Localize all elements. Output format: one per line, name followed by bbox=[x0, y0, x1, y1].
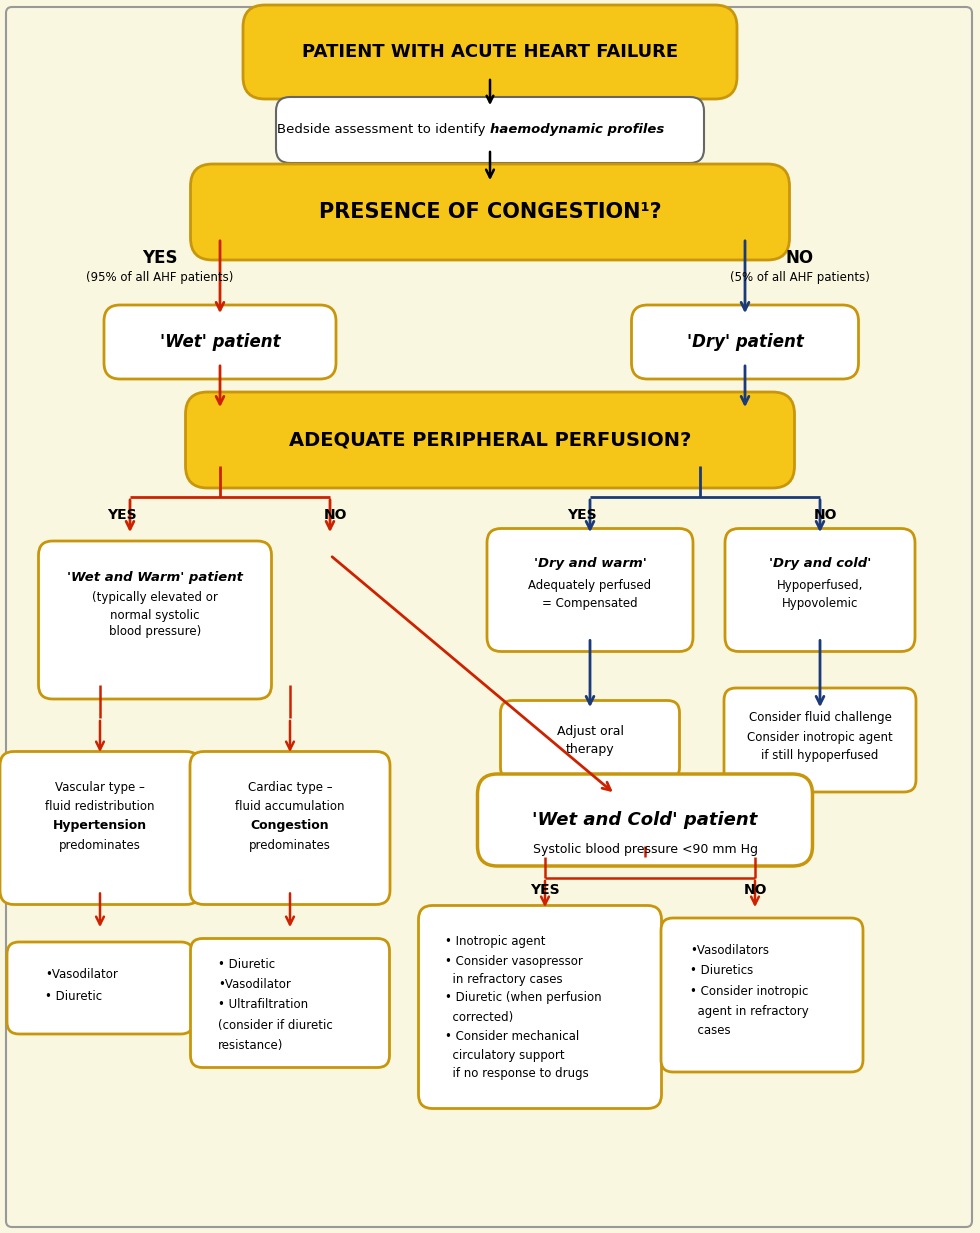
Text: fluid accumulation: fluid accumulation bbox=[235, 799, 345, 813]
FancyBboxPatch shape bbox=[7, 942, 193, 1034]
Text: in refractory cases: in refractory cases bbox=[445, 973, 563, 985]
Text: haemodynamic profiles: haemodynamic profiles bbox=[490, 123, 664, 137]
Text: YES: YES bbox=[142, 249, 177, 268]
FancyBboxPatch shape bbox=[185, 392, 795, 488]
FancyBboxPatch shape bbox=[0, 751, 200, 905]
Text: predominates: predominates bbox=[59, 840, 141, 852]
Text: ADEQUATE PERIPHERAL PERFUSION?: ADEQUATE PERIPHERAL PERFUSION? bbox=[289, 430, 691, 450]
Text: • Diuretic: • Diuretic bbox=[45, 990, 102, 1002]
FancyBboxPatch shape bbox=[276, 97, 704, 163]
Text: fluid redistribution: fluid redistribution bbox=[45, 799, 155, 813]
Text: • Diuretics: • Diuretics bbox=[690, 964, 754, 978]
Text: NO: NO bbox=[323, 508, 347, 522]
Text: PATIENT WITH ACUTE HEART FAILURE: PATIENT WITH ACUTE HEART FAILURE bbox=[302, 43, 678, 60]
Text: • Diuretic (when perfusion: • Diuretic (when perfusion bbox=[445, 991, 602, 1005]
Text: Cardiac type –: Cardiac type – bbox=[248, 782, 332, 794]
Text: • Diuretic: • Diuretic bbox=[218, 958, 275, 972]
Text: Hypertension: Hypertension bbox=[53, 820, 147, 832]
Text: Bedside assessment to identify: Bedside assessment to identify bbox=[277, 123, 490, 137]
FancyBboxPatch shape bbox=[487, 529, 693, 651]
Text: (95% of all AHF patients): (95% of all AHF patients) bbox=[86, 270, 233, 284]
Text: •Vasodilator: •Vasodilator bbox=[218, 979, 291, 991]
Text: PRESENCE OF CONGESTION¹?: PRESENCE OF CONGESTION¹? bbox=[318, 202, 662, 222]
Text: Vascular type –: Vascular type – bbox=[55, 782, 145, 794]
Text: Congestion: Congestion bbox=[251, 820, 329, 832]
Text: 'Wet' patient: 'Wet' patient bbox=[160, 333, 280, 351]
Text: • Ultrafiltration: • Ultrafiltration bbox=[218, 999, 308, 1011]
Text: 'Dry and warm': 'Dry and warm' bbox=[534, 557, 647, 571]
Text: blood pressure): blood pressure) bbox=[109, 625, 201, 639]
Text: • Consider mechanical: • Consider mechanical bbox=[445, 1030, 579, 1042]
Text: circulatory support: circulatory support bbox=[445, 1048, 564, 1062]
FancyBboxPatch shape bbox=[243, 5, 737, 99]
Text: resistance): resistance) bbox=[218, 1038, 283, 1052]
FancyBboxPatch shape bbox=[38, 541, 271, 699]
Text: 'Wet and Warm' patient: 'Wet and Warm' patient bbox=[67, 572, 243, 584]
Text: NO: NO bbox=[813, 508, 837, 522]
FancyBboxPatch shape bbox=[190, 938, 389, 1068]
Text: if still hypoperfused: if still hypoperfused bbox=[761, 750, 879, 762]
Text: therapy: therapy bbox=[565, 742, 614, 756]
Text: (consider if diuretic: (consider if diuretic bbox=[218, 1018, 333, 1032]
Text: YES: YES bbox=[567, 508, 597, 522]
FancyBboxPatch shape bbox=[725, 529, 915, 651]
Text: if no response to drugs: if no response to drugs bbox=[445, 1068, 589, 1080]
Text: (typically elevated or: (typically elevated or bbox=[92, 592, 218, 604]
Text: • Inotropic agent: • Inotropic agent bbox=[445, 935, 546, 947]
FancyBboxPatch shape bbox=[477, 774, 812, 866]
Text: corrected): corrected) bbox=[445, 1011, 514, 1023]
Text: YES: YES bbox=[530, 883, 560, 896]
Text: Hypoperfused,: Hypoperfused, bbox=[777, 578, 863, 592]
Text: • Consider inotropic: • Consider inotropic bbox=[690, 984, 808, 997]
Text: cases: cases bbox=[690, 1025, 731, 1037]
FancyBboxPatch shape bbox=[190, 164, 790, 260]
Text: agent in refractory: agent in refractory bbox=[690, 1005, 808, 1017]
Text: = Compensated: = Compensated bbox=[542, 598, 638, 610]
Text: •Vasodilator: •Vasodilator bbox=[45, 968, 118, 981]
Text: 'Wet and Cold' patient: 'Wet and Cold' patient bbox=[532, 811, 758, 829]
Text: Adjust oral: Adjust oral bbox=[557, 725, 623, 737]
FancyBboxPatch shape bbox=[724, 688, 916, 792]
FancyBboxPatch shape bbox=[631, 305, 858, 379]
Text: NO: NO bbox=[786, 249, 814, 268]
Text: YES: YES bbox=[107, 508, 137, 522]
FancyBboxPatch shape bbox=[190, 751, 390, 905]
Text: 'Dry' patient: 'Dry' patient bbox=[687, 333, 804, 351]
Text: Adequately perfused: Adequately perfused bbox=[528, 578, 652, 592]
Text: •Vasodilators: •Vasodilators bbox=[690, 944, 769, 958]
Text: Consider inotropic agent: Consider inotropic agent bbox=[747, 730, 893, 743]
Text: (5% of all AHF patients): (5% of all AHF patients) bbox=[730, 270, 870, 284]
Text: Hypovolemic: Hypovolemic bbox=[782, 598, 858, 610]
Text: NO: NO bbox=[743, 883, 766, 896]
Text: predominates: predominates bbox=[249, 840, 331, 852]
Text: 'Dry and cold': 'Dry and cold' bbox=[769, 557, 871, 571]
FancyBboxPatch shape bbox=[104, 305, 336, 379]
FancyBboxPatch shape bbox=[661, 919, 863, 1071]
FancyBboxPatch shape bbox=[501, 700, 679, 779]
Text: Consider fluid challenge: Consider fluid challenge bbox=[749, 711, 892, 725]
Text: normal systolic: normal systolic bbox=[111, 609, 200, 621]
Text: Systolic blood pressure <90 mm Hg: Systolic blood pressure <90 mm Hg bbox=[532, 843, 758, 857]
FancyBboxPatch shape bbox=[418, 905, 662, 1108]
Text: • Consider vasopressor: • Consider vasopressor bbox=[445, 954, 583, 968]
